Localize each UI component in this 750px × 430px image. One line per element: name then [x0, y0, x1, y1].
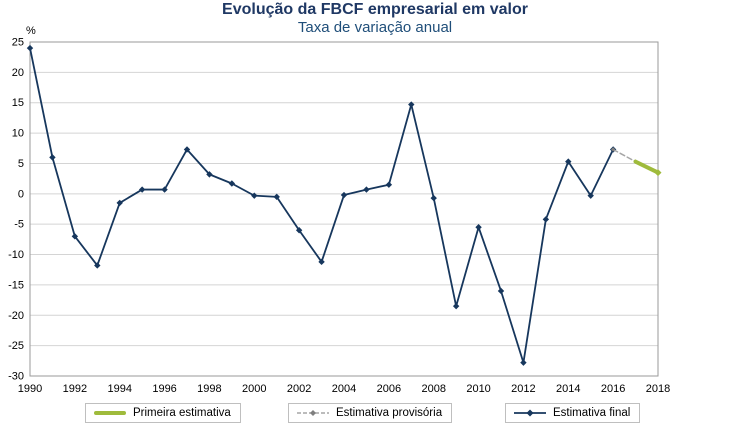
legend-item-primeira-estimativa: Primeira estimativa — [85, 403, 241, 423]
y-tick-label: 25 — [12, 37, 24, 49]
x-tick-label: 2006 — [377, 383, 401, 395]
data-point-marker — [497, 287, 505, 295]
y-tick-label: 5 — [18, 158, 24, 170]
x-tick-label: 2000 — [242, 383, 266, 395]
y-tick-label: -15 — [8, 279, 24, 291]
data-point-marker — [183, 146, 191, 153]
y-tick-label: 0 — [18, 188, 24, 200]
y-tick-label: 20 — [12, 67, 24, 79]
x-tick-label: 2012 — [511, 383, 535, 395]
data-point-marker — [565, 158, 572, 165]
y-axis-unit-label: % — [26, 25, 36, 37]
data-point-marker — [116, 199, 123, 207]
y-tick-label: -25 — [8, 340, 24, 352]
legend-label-estimativa-provisoria: Estimativa provisória — [336, 407, 443, 419]
data-point-marker — [273, 193, 280, 201]
y-tick-label: 10 — [12, 128, 24, 140]
x-tick-label: 1998 — [197, 383, 221, 395]
data-point-marker — [610, 147, 616, 152]
data-point-marker — [161, 186, 168, 193]
legend-item-estimativa-provisoria: Estimativa provisória — [288, 403, 453, 423]
plot-border — [29, 41, 659, 377]
data-point-marker — [430, 194, 437, 202]
y-tick-label: -20 — [8, 310, 24, 322]
data-point-marker — [26, 44, 34, 52]
legend-swatch-dashed-gray-line — [297, 410, 329, 416]
x-tick-label: 1990 — [18, 383, 42, 395]
legend-item-estimativa-final: Estimativa final — [505, 403, 641, 423]
data-point-marker — [587, 192, 594, 199]
data-point-marker — [206, 171, 213, 178]
legend-label-primeira-estimativa: Primeira estimativa — [133, 407, 231, 419]
data-point-marker — [654, 169, 662, 177]
data-point-marker — [340, 191, 348, 199]
data-point-marker — [251, 192, 258, 199]
x-tick-label: 1996 — [152, 383, 176, 395]
y-tick-label: -10 — [8, 249, 24, 261]
data-point-marker — [228, 180, 236, 187]
x-tick-label: 1992 — [63, 383, 87, 395]
y-tick-label: -5 — [14, 219, 24, 231]
x-tick-label: 2008 — [421, 383, 445, 395]
data-point-marker — [542, 216, 550, 223]
data-point-marker — [138, 186, 146, 193]
data-point-marker — [408, 101, 415, 108]
data-point-marker — [452, 302, 460, 310]
data-point-marker — [71, 233, 79, 240]
series-line-0 — [633, 159, 660, 175]
data-point-marker — [520, 359, 527, 366]
chart-title: Evolução da FBCF empresarial em valor — [222, 1, 528, 18]
data-point-marker — [49, 154, 56, 161]
x-tick-label: 1994 — [107, 383, 131, 395]
data-point-marker — [475, 224, 482, 231]
x-tick-label: 2018 — [646, 383, 670, 395]
x-tick-label: 2010 — [466, 383, 490, 395]
y-tick-label: 15 — [12, 97, 24, 109]
data-point-marker — [363, 186, 370, 193]
x-tick-label: 2016 — [601, 383, 625, 395]
x-tick-label: 2014 — [556, 383, 580, 395]
chart-subtitle: Taxa de variação anual — [297, 19, 453, 36]
data-point-marker — [318, 258, 325, 266]
y-tick-label: -30 — [8, 371, 24, 383]
series-line-1 — [612, 148, 637, 163]
data-point-marker — [385, 181, 393, 188]
x-tick-label: 2004 — [332, 383, 356, 395]
chart-legend: Primeira estimativa Estimativa provisóri… — [0, 403, 750, 429]
x-tick-label: 2002 — [287, 383, 311, 395]
legend-label-estimativa-final: Estimativa final — [553, 407, 631, 419]
legend-swatch-green-line — [94, 411, 126, 415]
data-point-marker — [295, 227, 303, 234]
data-point-marker — [94, 262, 101, 269]
legend-swatch-navy-line-diamond — [514, 409, 546, 417]
